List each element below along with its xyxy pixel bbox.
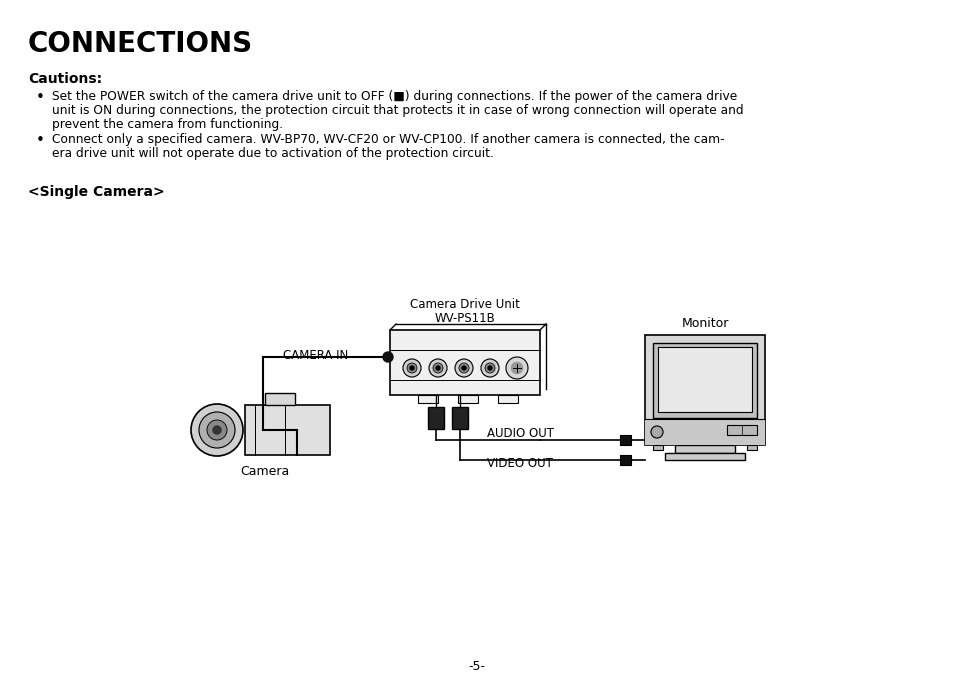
Text: WV-PS11B: WV-PS11B [435, 312, 495, 325]
Circle shape [402, 359, 420, 377]
Bar [658, 347, 751, 412]
Circle shape [213, 426, 221, 434]
Text: Connect only a specified camera. WV-BP70, WV-CF20 or WV-CP100. If another camera: Connect only a specified camera. WV-BP70… [52, 133, 724, 146]
Bar [619, 435, 630, 445]
Bar [664, 453, 744, 460]
Bar [644, 419, 764, 445]
Bar [428, 407, 443, 429]
Circle shape [191, 404, 243, 456]
Bar [746, 445, 757, 450]
Circle shape [480, 359, 498, 377]
Circle shape [407, 363, 416, 373]
Circle shape [458, 363, 469, 373]
Text: CAMERA IN: CAMERA IN [283, 349, 348, 362]
Bar [644, 335, 764, 445]
Bar [390, 330, 539, 395]
Text: Camera: Camera [240, 465, 290, 478]
Text: VIDEO OUT: VIDEO OUT [486, 457, 553, 470]
Text: era drive unit will not operate due to activation of the protection circuit.: era drive unit will not operate due to a… [52, 147, 494, 160]
Bar [652, 445, 662, 450]
Bar [452, 407, 468, 429]
Circle shape [433, 363, 442, 373]
Circle shape [410, 366, 414, 370]
Bar [245, 405, 330, 455]
Text: -5-: -5- [468, 660, 485, 673]
Text: AUDIO OUT: AUDIO OUT [486, 427, 554, 440]
Bar [417, 395, 437, 403]
Circle shape [207, 420, 227, 440]
Text: CONNECTIONS: CONNECTIONS [28, 30, 253, 58]
Text: <Single Camera>: <Single Camera> [28, 185, 165, 199]
Circle shape [488, 366, 492, 370]
Bar [497, 395, 517, 403]
Circle shape [650, 426, 662, 438]
Circle shape [436, 366, 439, 370]
Text: Set the POWER switch of the camera drive unit to OFF (■) during connections. If : Set the POWER switch of the camera drive… [52, 90, 737, 103]
Bar [652, 343, 757, 418]
Circle shape [455, 359, 473, 377]
Bar [675, 445, 734, 453]
Bar [726, 425, 757, 435]
Bar [619, 455, 630, 465]
Circle shape [461, 366, 465, 370]
Text: •: • [36, 90, 45, 105]
Circle shape [484, 363, 495, 373]
Circle shape [199, 412, 234, 448]
Text: Camera Drive Unit: Camera Drive Unit [410, 298, 519, 311]
Circle shape [429, 359, 447, 377]
Bar [457, 395, 477, 403]
Text: Cautions:: Cautions: [28, 72, 102, 86]
Circle shape [382, 352, 393, 362]
Bar [265, 393, 294, 405]
Circle shape [511, 362, 522, 374]
Text: prevent the camera from functioning.: prevent the camera from functioning. [52, 118, 283, 131]
Text: unit is ON during connections, the protection circuit that protects it in case o: unit is ON during connections, the prote… [52, 104, 742, 117]
Circle shape [505, 357, 527, 379]
Text: •: • [36, 133, 45, 148]
Text: Monitor: Monitor [680, 317, 728, 330]
